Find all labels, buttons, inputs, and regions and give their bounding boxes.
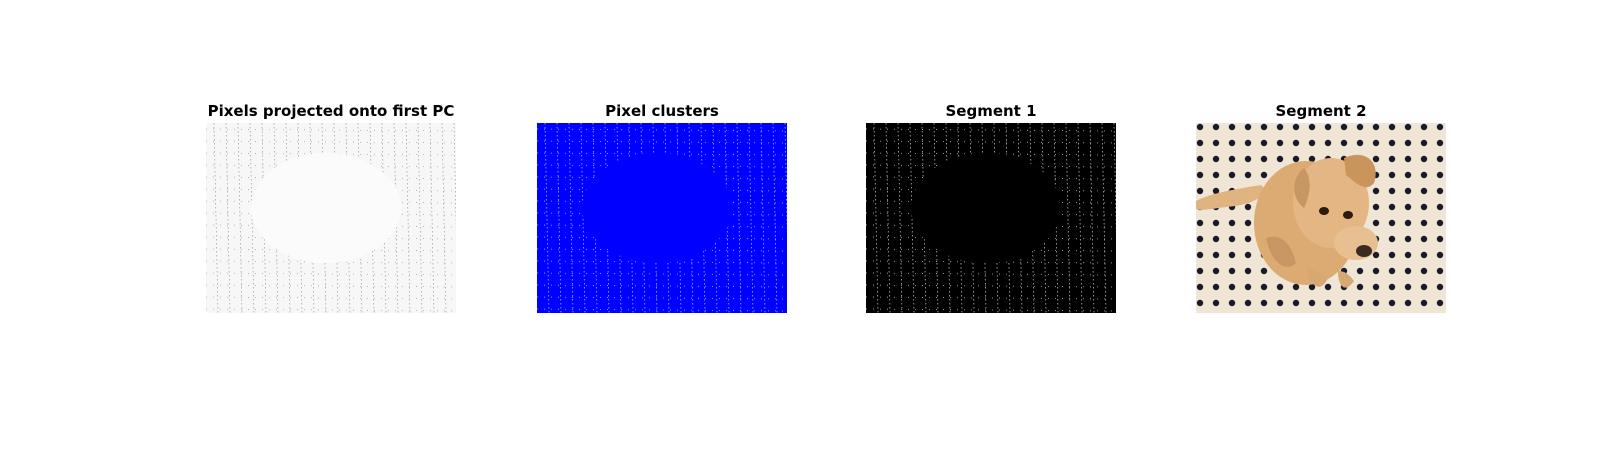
- dog-region: [251, 153, 401, 263]
- dog-illustration: [1196, 154, 1378, 288]
- segment-1-svg: [866, 123, 1116, 313]
- panel-title: Pixels projected onto first PC: [207, 102, 455, 120]
- pc-projection-image: [206, 123, 456, 313]
- segment-1-image: [866, 123, 1116, 313]
- segment-2-svg: [1196, 123, 1446, 313]
- dog-region: [582, 153, 732, 263]
- panel-title: Segment 2: [1275, 102, 1367, 120]
- segment-2-image: [1196, 123, 1446, 313]
- panel-title: Pixel clusters: [605, 102, 719, 120]
- dog-region: [911, 153, 1061, 263]
- panel-title: Segment 1: [945, 102, 1037, 120]
- pixel-clusters-svg: [537, 123, 787, 313]
- pixel-clusters-image: [537, 123, 787, 313]
- pc-projection-svg: [206, 123, 456, 313]
